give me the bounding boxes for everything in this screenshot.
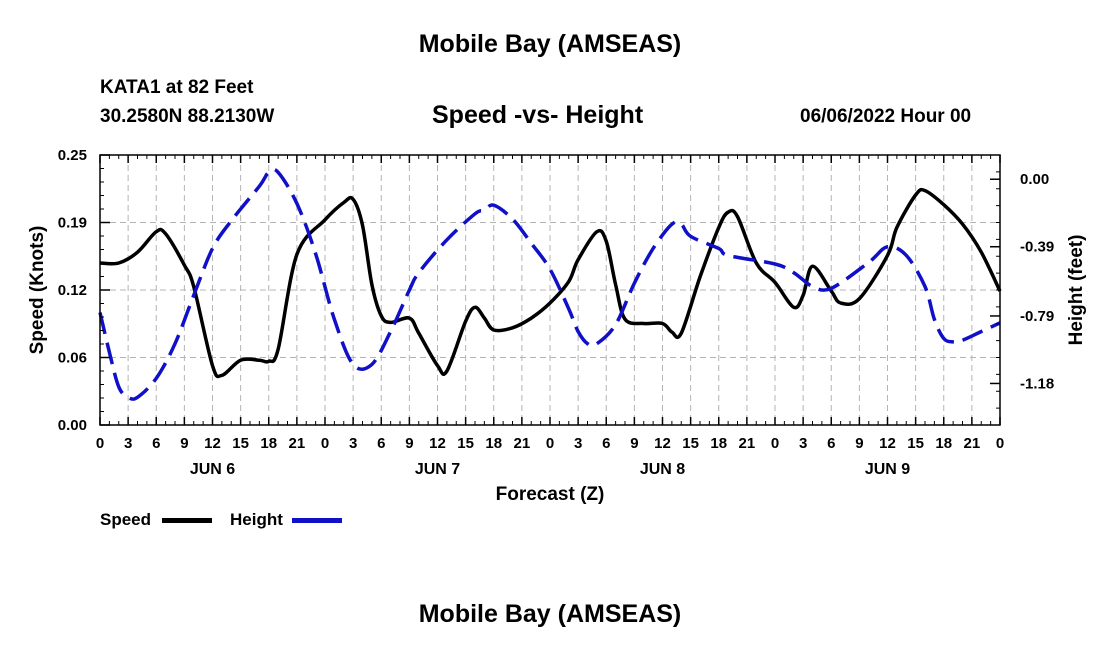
y-right-tick-label: 0.00	[1020, 171, 1049, 188]
x-tick-label: 18	[485, 435, 502, 452]
axis-labels: 0 3 6 9 12 15 18 21 0 3 6 9 12 15 18 21 0 3 6 9 12 15 18 21 0 3 6 9…	[27, 147, 1087, 505]
series-layer	[98, 167, 1002, 401]
x-tick-label: 3	[574, 435, 582, 452]
y-left-axis-title: Speed (Knots)	[27, 226, 48, 355]
x-tick-label: 3	[799, 435, 807, 452]
x-tick-label: 0	[771, 435, 779, 452]
y-left-tick-label: 0.19	[58, 215, 87, 232]
x-tick-label: 6	[602, 435, 610, 452]
x-tick-label: 21	[739, 435, 756, 452]
y-right-tick-label: -0.39	[1020, 239, 1054, 256]
x-tick-label: 18	[260, 435, 277, 452]
coordinates-label: 30.2580N 88.2130W	[100, 106, 275, 127]
x-tick-label: 6	[152, 435, 160, 452]
grid	[100, 155, 1000, 425]
x-tick-label: 12	[204, 435, 221, 452]
day-label: JUN 7	[415, 461, 460, 478]
x-tick-label: 9	[180, 435, 188, 452]
legend-speed-label: Speed	[100, 510, 152, 529]
x-tick-label: 3	[124, 435, 132, 452]
height-series-line	[98, 167, 1001, 401]
x-tick-label: 9	[630, 435, 638, 452]
day-label: JUN 8	[640, 461, 685, 478]
plot-frame	[99, 154, 1001, 426]
forecast-datetime: 06/06/2022 Hour 00	[800, 106, 972, 127]
x-tick-label: 21	[514, 435, 531, 452]
x-tick-label: 15	[232, 435, 249, 452]
y-right-axis-title: Height (feet)	[1066, 235, 1087, 346]
x-tick-label: 6	[827, 435, 835, 452]
x-tick-label: 12	[654, 435, 671, 452]
legend-height-swatch	[292, 518, 342, 523]
x-tick-label: 6	[377, 435, 385, 452]
x-tick-label: 3	[349, 435, 357, 452]
x-tick-label: 21	[964, 435, 981, 452]
day-label: JUN 9	[865, 461, 910, 478]
y-left-tick-label: 0.12	[58, 282, 87, 299]
legend-height-label: Height	[230, 510, 283, 529]
x-tick-label: 18	[935, 435, 952, 452]
station-label: KATA1 at 82 Feet	[100, 77, 254, 98]
x-tick-label: 0	[96, 435, 104, 452]
y-right-tick-label: -0.79	[1020, 308, 1054, 325]
x-tick-label: 12	[879, 435, 896, 452]
y-left-tick-label: 0.00	[58, 417, 87, 434]
x-tick-label: 9	[855, 435, 863, 452]
x-axis-title: Forecast (Z)	[496, 484, 605, 505]
y-left-tick-label: 0.25	[58, 147, 87, 164]
x-tick-label: 12	[429, 435, 446, 452]
x-tick-label: 15	[457, 435, 474, 452]
legend-speed-swatch	[162, 518, 212, 523]
x-tick-label: 0	[321, 435, 329, 452]
chart-title: Mobile Bay (AMSEAS)	[418, 30, 682, 58]
x-tick-label: 15	[907, 435, 924, 452]
footer-title: Mobile Bay (AMSEAS)	[418, 600, 682, 628]
x-tick-label: 0	[546, 435, 554, 452]
x-tick-label: 15	[682, 435, 699, 452]
y-left-tick-label: 0.06	[58, 350, 87, 367]
speed-series-line	[99, 187, 1002, 379]
x-tick-label: 21	[289, 435, 306, 452]
y-right-tick-label: -1.18	[1020, 375, 1054, 392]
day-label: JUN 6	[190, 461, 235, 478]
axes	[99, 154, 1001, 426]
chart-subtitle: Speed -vs- Height	[432, 101, 644, 129]
x-tick-label: 9	[405, 435, 413, 452]
x-tick-label: 0	[996, 435, 1004, 452]
x-tick-label: 18	[710, 435, 727, 452]
